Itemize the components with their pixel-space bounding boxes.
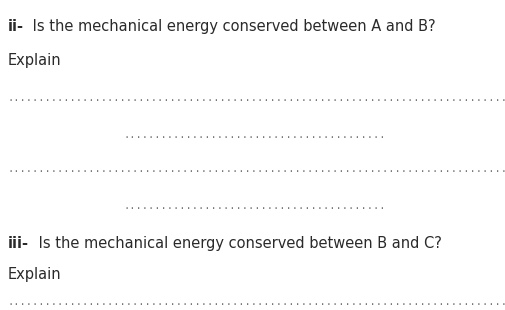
Text: ..........................................: ........................................… bbox=[124, 130, 386, 140]
Text: Explain: Explain bbox=[8, 267, 61, 281]
Text: ................................................................................: ........................................… bbox=[8, 297, 505, 307]
Text: Is the mechanical energy conserved between A and B?: Is the mechanical energy conserved betwe… bbox=[28, 19, 435, 33]
Text: Explain: Explain bbox=[8, 53, 61, 68]
Text: iii-: iii- bbox=[8, 236, 29, 250]
Text: ................................................................................: ........................................… bbox=[8, 164, 505, 174]
Text: Is the mechanical energy conserved between B and C?: Is the mechanical energy conserved betwe… bbox=[34, 236, 441, 250]
Text: ................................................................................: ........................................… bbox=[8, 93, 505, 103]
Text: ..........................................: ........................................… bbox=[124, 201, 386, 211]
Text: ii-: ii- bbox=[8, 19, 24, 33]
